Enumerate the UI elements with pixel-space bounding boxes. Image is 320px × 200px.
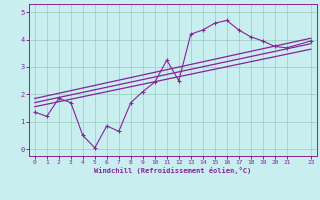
X-axis label: Windchill (Refroidissement éolien,°C): Windchill (Refroidissement éolien,°C)	[94, 167, 252, 174]
